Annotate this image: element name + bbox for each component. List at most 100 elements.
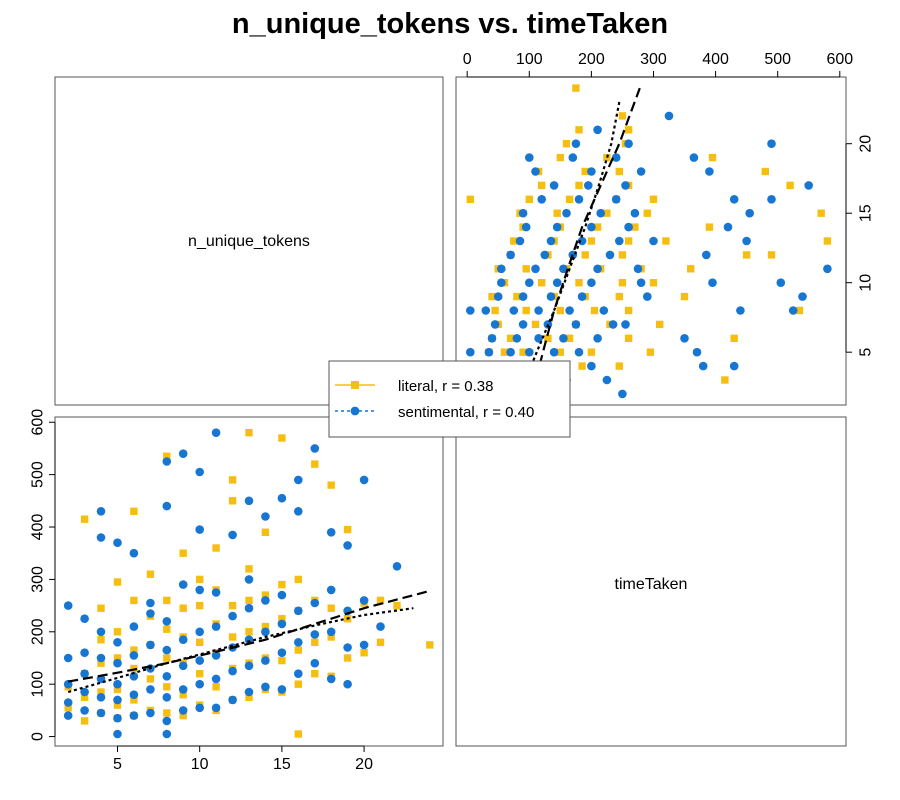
- sentimental-point: [146, 685, 155, 694]
- literal-point: [64, 704, 72, 712]
- sentimental-point: [277, 685, 287, 694]
- sentimental-point: [359, 640, 369, 650]
- literal-point: [212, 683, 220, 691]
- literal-point: [656, 320, 664, 329]
- literal-point: [513, 292, 521, 301]
- sentimental-point: [326, 627, 336, 637]
- literal-point: [146, 675, 155, 683]
- sentimental-point: [618, 389, 627, 399]
- x-tick-label-top: 200: [578, 51, 605, 68]
- sentimental-point: [162, 457, 172, 466]
- sentimental-point: [113, 638, 122, 647]
- literal-point: [80, 693, 89, 701]
- literal-point: [491, 306, 499, 315]
- sentimental-point: [376, 622, 385, 631]
- sentimental-point: [195, 525, 204, 534]
- literal-point: [294, 680, 302, 688]
- sentimental-point: [497, 264, 506, 274]
- sentimental-point: [577, 292, 587, 301]
- literal-point: [538, 181, 546, 190]
- x-tick-label-top: 500: [764, 51, 791, 68]
- sentimental-point: [129, 548, 139, 558]
- literal-point: [615, 167, 623, 176]
- literal-point: [196, 575, 204, 584]
- sentimental-point: [244, 661, 254, 671]
- y-tick-label-right: 10: [858, 274, 875, 292]
- literal-point: [228, 633, 237, 641]
- sentimental-point: [195, 656, 204, 665]
- sentimental-point: [129, 690, 139, 699]
- sentimental-point: [129, 622, 139, 631]
- literal-point: [615, 362, 623, 370]
- literal-point: [649, 279, 658, 287]
- sentimental-point: [310, 444, 320, 453]
- sentimental-point: [294, 507, 303, 516]
- sentimental-point: [146, 640, 155, 650]
- sentimental-point: [146, 598, 155, 608]
- literal-point: [565, 334, 574, 342]
- x-tick-label-top: 100: [516, 51, 543, 68]
- sentimental-point: [605, 250, 615, 260]
- sentimental-point: [537, 195, 546, 204]
- sentimental-point: [162, 729, 172, 739]
- sentimental-point: [497, 278, 506, 288]
- sentimental-point: [518, 320, 528, 329]
- literal-point: [245, 565, 253, 573]
- sentimental-point: [178, 685, 188, 694]
- sentimental-point: [518, 208, 528, 218]
- sentimental-point: [518, 292, 528, 301]
- y-tick-label-right: 20: [858, 135, 875, 153]
- sentimental-point: [562, 208, 571, 218]
- literal-point: [500, 348, 509, 356]
- sentimental-point: [559, 264, 568, 274]
- literal-point: [261, 591, 270, 599]
- sentimental-point: [228, 666, 237, 676]
- literal-point: [261, 622, 270, 631]
- literal-point: [360, 649, 368, 657]
- sentimental-point: [729, 195, 739, 204]
- sentimental-point: [705, 167, 714, 176]
- literal-point: [767, 251, 776, 259]
- sentimental-point: [593, 125, 602, 135]
- sentimental-point: [546, 292, 556, 301]
- sentimental-point: [574, 195, 584, 204]
- sentimental-point: [178, 635, 188, 644]
- sentimental-point: [211, 674, 221, 684]
- literal-point: [179, 691, 187, 699]
- literal-point: [565, 195, 574, 203]
- literal-point: [278, 434, 286, 442]
- legend-box: [328, 360, 571, 438]
- literal-point: [196, 638, 204, 646]
- literal-point: [786, 181, 794, 190]
- sentimental-point: [531, 167, 540, 176]
- literal-point: [294, 646, 302, 654]
- sentimental-point: [162, 716, 172, 726]
- sentimental-point: [615, 236, 624, 246]
- sentimental-point: [277, 619, 287, 629]
- sentimental-point: [294, 638, 303, 647]
- literal-point: [593, 223, 602, 231]
- literal-point: [761, 167, 769, 176]
- sentimental-point: [326, 528, 336, 537]
- x-tick-label-bottom: 20: [355, 756, 373, 773]
- sentimental-point: [487, 334, 497, 343]
- sentimental-point: [146, 609, 155, 618]
- sentimental-point: [525, 153, 534, 162]
- sentimental-point: [512, 334, 522, 343]
- y-tick-label-left: 600: [30, 409, 47, 436]
- legend-label-literal: literal, r = 0.38: [398, 378, 493, 395]
- panel-top-left: [54, 76, 444, 406]
- sentimental-point: [540, 250, 550, 260]
- sentimental-point: [633, 264, 643, 274]
- x-tick-label-bottom: 5: [113, 756, 122, 773]
- sentimental-point: [261, 596, 270, 605]
- literal-point: [687, 265, 695, 273]
- literal-point: [646, 348, 655, 356]
- y-tick-label-right: 5: [858, 348, 875, 357]
- sentimental-point: [96, 507, 106, 516]
- literal-point: [212, 544, 220, 552]
- diag-label-time-taken: timeTaken: [615, 576, 688, 593]
- literal-point: [556, 306, 564, 315]
- sentimental-point: [587, 222, 596, 232]
- literal-point: [624, 306, 633, 315]
